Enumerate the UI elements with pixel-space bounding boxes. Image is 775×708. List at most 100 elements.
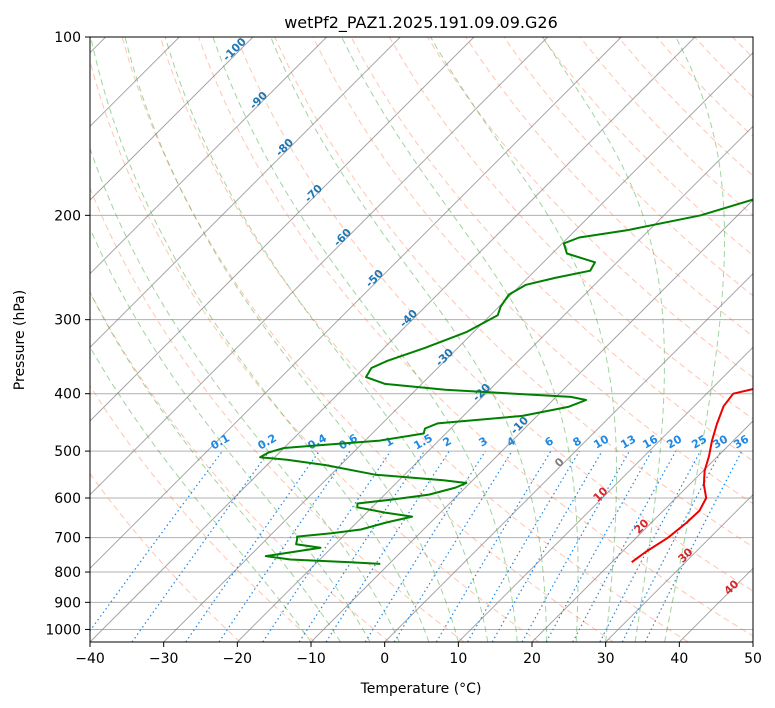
mixing-ratio-label: 16 xyxy=(640,432,660,451)
mixing-ratio-label: 2 xyxy=(441,434,454,449)
dry-adiabat xyxy=(90,186,465,642)
y-tick-label: 700 xyxy=(54,531,81,547)
isotherm-label: -60 xyxy=(331,226,354,249)
isotherm-label: -100 xyxy=(220,35,249,64)
mixing-ratio-label: 36 xyxy=(731,432,751,451)
line-labels: -100-90-80-70-60-50-40-30-20-100.1 0.2 0.4… xyxy=(209,35,752,598)
mixing-ratio-line xyxy=(521,450,631,642)
x-tick-label: −20 xyxy=(223,651,253,667)
mixing-ratio-label: 8 xyxy=(571,434,584,449)
mixing-ratio-label: 0.2 xyxy=(256,431,279,452)
mixing-ratio-label: 3 xyxy=(477,434,490,449)
mixing-ratio-line xyxy=(621,450,722,642)
mixing-ratio-line xyxy=(599,450,702,642)
isotherm-line xyxy=(90,37,401,349)
isotherm-label: -70 xyxy=(302,182,325,205)
background-lines xyxy=(90,37,775,642)
dry-adiabat xyxy=(656,37,753,138)
isotherm-line xyxy=(90,37,475,422)
moist-adiabat xyxy=(90,147,400,642)
x-tick-label: −10 xyxy=(296,651,326,667)
isotherm-line xyxy=(605,493,753,642)
x-axis: −40 −30 −20 −10 0 10 20 30 40 50 xyxy=(75,642,762,667)
isotherm-line xyxy=(678,567,753,642)
dry-adiabat xyxy=(388,37,753,420)
y-tick-label: 100 xyxy=(54,30,81,46)
mixing-ratio-label: 10 xyxy=(591,432,611,451)
moist-adiabat xyxy=(90,291,341,642)
mixing-ratio-label: 6 xyxy=(543,434,556,449)
mixing-ratio-line xyxy=(262,450,392,642)
dewpoint-profile xyxy=(259,198,753,565)
isotherm-line xyxy=(531,420,753,642)
moist-adiabat xyxy=(270,37,548,642)
temperature-label: 30 xyxy=(676,545,696,565)
x-tick-label: −40 xyxy=(75,651,105,667)
dry-adiabat xyxy=(236,37,753,592)
dry-adiabat xyxy=(771,37,775,642)
chart-title: wetPf2_PAZ1.2025.191.09.09.G26 xyxy=(284,13,558,33)
y-tick-label: 400 xyxy=(54,387,81,403)
isotherm-line xyxy=(90,37,696,642)
y-tick-label: 300 xyxy=(54,313,81,329)
mixing-ratio-line xyxy=(185,450,320,642)
y-axis-label: Pressure (hPa) xyxy=(12,290,28,390)
mixing-ratio-line xyxy=(393,450,513,642)
dry-adiabat xyxy=(274,37,753,548)
dry-adiabat xyxy=(694,37,753,98)
mixing-ratio-line xyxy=(572,450,677,642)
isotherm-line xyxy=(384,272,753,642)
moist-adiabat xyxy=(212,37,518,642)
isotherm-line xyxy=(90,37,328,275)
isotherm-line xyxy=(236,125,753,642)
isotherm-line xyxy=(90,37,254,201)
dry-adiabat xyxy=(541,37,753,257)
moist-adiabat xyxy=(124,37,459,642)
x-tick-label: 20 xyxy=(523,651,541,667)
x-axis-label: Temperature (°C) xyxy=(360,681,482,697)
moist-adiabat xyxy=(542,37,665,642)
y-tick-label: 600 xyxy=(54,491,81,507)
moist-adiabat xyxy=(90,345,312,642)
isotherm-label: -90 xyxy=(247,89,270,112)
mixing-ratio-line xyxy=(298,450,425,642)
isotherm-label: -50 xyxy=(363,267,386,290)
isotherm-line xyxy=(457,346,753,642)
isotherm-line xyxy=(310,199,753,642)
moist-adiabat xyxy=(164,37,489,642)
dry-adiabat xyxy=(465,37,753,338)
dry-adiabat xyxy=(90,384,316,642)
mixing-ratio-label: 25 xyxy=(689,433,709,452)
x-tick-label: −30 xyxy=(149,651,179,667)
moist-adiabat xyxy=(90,37,430,642)
y-tick-label: 800 xyxy=(54,565,81,581)
mixing-ratio-label: 1 xyxy=(383,434,396,449)
plot-frame xyxy=(89,36,754,643)
x-tick-label: 40 xyxy=(670,651,688,667)
isotherm-line xyxy=(90,37,622,570)
mixing-ratio-line xyxy=(466,450,580,642)
mixing-ratio-label: 13 xyxy=(618,433,638,452)
dry-adiabat xyxy=(350,37,753,462)
mixing-ratio-line xyxy=(325,450,450,642)
mixing-ratio-line xyxy=(435,450,552,642)
isotherm-label: -80 xyxy=(273,136,296,159)
mixing-ratio-line xyxy=(218,450,351,642)
y-axis: 100 200 300 400 500 600 700 800 900 1000 xyxy=(45,30,90,638)
isotherm-line xyxy=(90,37,549,496)
temperature-label: 10 xyxy=(591,484,611,504)
mixing-ratio-label: 0.1 xyxy=(209,431,232,452)
temperature-label: 40 xyxy=(722,577,742,597)
mixing-ratio-line xyxy=(644,450,743,642)
y-tick-label: 900 xyxy=(54,595,81,611)
y-tick-label: 500 xyxy=(54,444,81,460)
dry-adiabat xyxy=(503,37,753,297)
moist-adiabat xyxy=(90,227,371,642)
x-tick-label: 50 xyxy=(744,651,762,667)
mixing-ratio-label: 20 xyxy=(664,432,684,451)
dry-adiabat xyxy=(312,37,753,505)
dry-adiabat xyxy=(121,37,614,642)
dry-adiabat xyxy=(90,472,241,642)
temperature-label: 20 xyxy=(632,516,652,536)
